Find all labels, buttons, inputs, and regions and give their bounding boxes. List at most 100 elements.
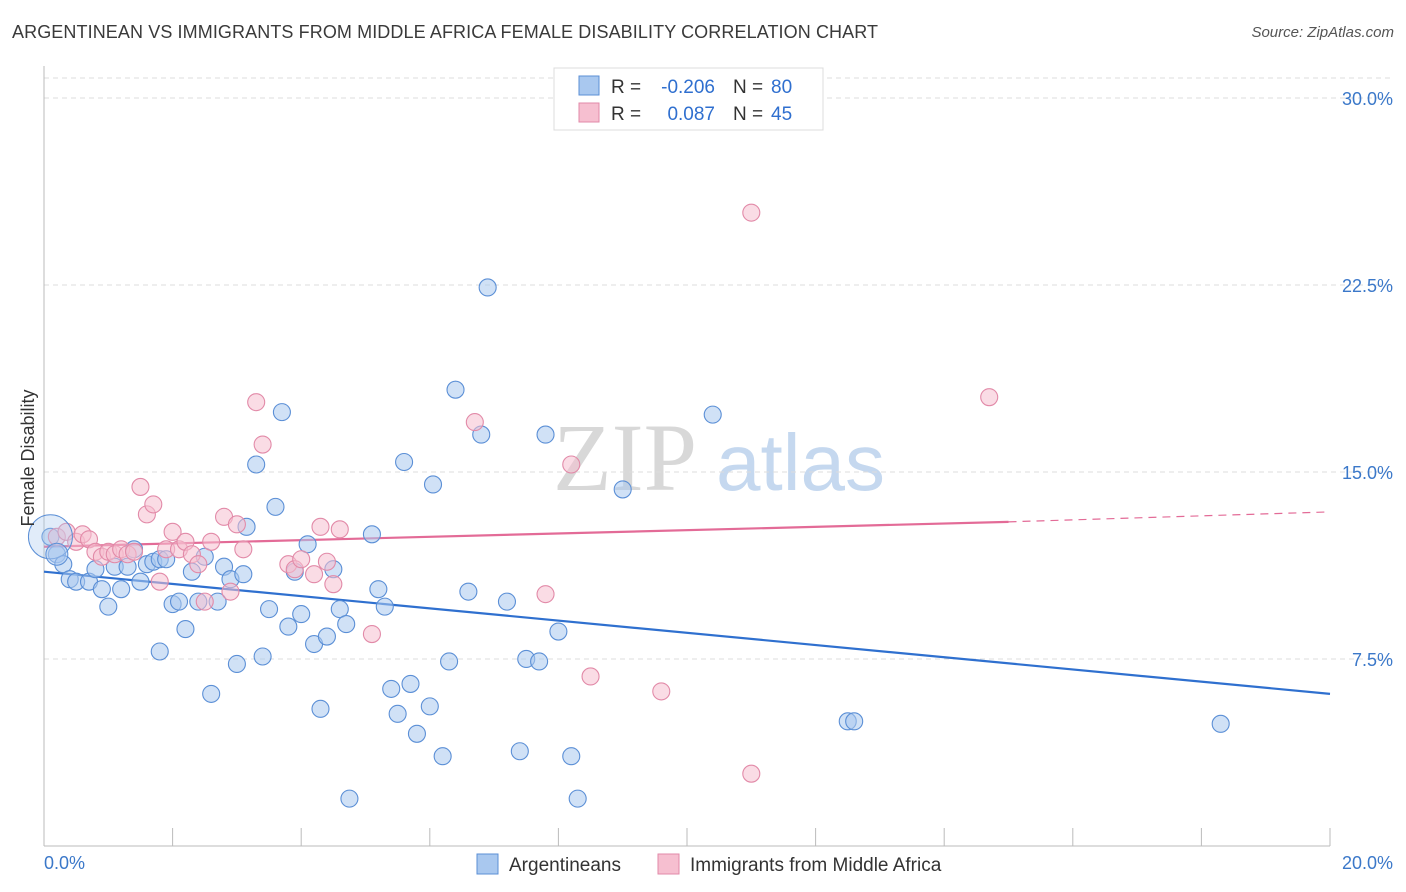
argentinean-point bbox=[433, 747, 452, 766]
middle-africa-point bbox=[124, 542, 144, 561]
watermark-atlas: atlas bbox=[716, 418, 885, 507]
argentinean-point bbox=[311, 699, 330, 718]
argentinean-point bbox=[298, 535, 317, 554]
argentinean-point bbox=[369, 580, 388, 599]
middle-africa-point bbox=[742, 203, 761, 222]
argentinean-point bbox=[202, 684, 221, 703]
argentinean-point bbox=[292, 605, 311, 624]
argentinean-point bbox=[845, 712, 864, 731]
y-axis-label: Female Disability bbox=[18, 389, 38, 526]
middle-africa-point bbox=[227, 515, 246, 534]
argentinean-point bbox=[407, 724, 426, 743]
middle-africa-point bbox=[562, 455, 581, 474]
bottom-legend-label-middle-africa: Immigrants from Middle Africa bbox=[690, 855, 942, 876]
legend-swatch-middle-africa bbox=[578, 102, 600, 123]
middle-africa-point bbox=[742, 764, 761, 783]
middle-africa-point bbox=[362, 625, 381, 644]
legend: R = -0.206 N = 80 R = 0.087 N = 45 bbox=[553, 67, 824, 131]
middle-africa-point bbox=[292, 550, 311, 569]
argentinean-point bbox=[510, 742, 529, 761]
argentinean-point bbox=[401, 674, 420, 693]
argentinean-point bbox=[92, 580, 111, 599]
x-tick-label: 0.0% bbox=[44, 853, 85, 873]
y-tick-label: 30.0% bbox=[1342, 89, 1393, 109]
legend-r-label-2: R = bbox=[611, 104, 641, 125]
argentinean-point bbox=[382, 679, 401, 698]
argentinean-point bbox=[247, 455, 266, 474]
argentinean-point bbox=[568, 789, 587, 808]
argentinean-point bbox=[317, 627, 336, 646]
argentinean-point bbox=[613, 480, 632, 499]
argentinean-point bbox=[530, 652, 549, 671]
middle-africa-point bbox=[247, 393, 266, 412]
middle-africa-point bbox=[131, 477, 150, 496]
chart-title: ARGENTINEAN VS IMMIGRANTS FROM MIDDLE AF… bbox=[12, 22, 879, 42]
argentinean-point bbox=[112, 580, 131, 599]
bottom-legend-label-argentineans: Argentineans bbox=[509, 855, 621, 876]
argentinean-point bbox=[330, 600, 349, 619]
argentinean-point bbox=[395, 452, 414, 472]
bottom-legend-swatch-middle-africa bbox=[657, 853, 680, 875]
legend-r-value-1: -0.206 bbox=[661, 77, 715, 98]
argentinean-point bbox=[150, 642, 169, 661]
x-tick-label: 20.0% bbox=[1342, 853, 1393, 873]
middle-africa-point bbox=[150, 572, 169, 591]
argentinean-point bbox=[1211, 714, 1230, 733]
source-label: Source: ZipAtlas.com bbox=[1251, 24, 1394, 41]
middle-africa-point bbox=[311, 517, 330, 536]
middle-africa-point bbox=[221, 582, 240, 601]
legend-r-label-1: R = bbox=[611, 77, 641, 98]
middle-africa-point bbox=[317, 552, 336, 571]
argentinean-point bbox=[420, 697, 439, 716]
argentinean-point bbox=[279, 617, 298, 636]
argentinean-point bbox=[536, 425, 555, 444]
middle-africa-point bbox=[652, 682, 671, 701]
argentinean-point bbox=[337, 615, 356, 634]
tick-labels: 7.5% 15.0% 22.5% 30.0% 0.0% 20.0% bbox=[44, 89, 1393, 873]
argentinean-point bbox=[562, 747, 581, 766]
data-points bbox=[27, 203, 1230, 808]
argentinean-point bbox=[478, 278, 497, 297]
legend-n-label-2: N = bbox=[733, 104, 763, 125]
axes bbox=[43, 66, 1331, 847]
argentinean-point bbox=[45, 542, 69, 566]
argentinean-point bbox=[176, 620, 195, 639]
middle-africa-point bbox=[465, 413, 484, 432]
y-tick-label: 7.5% bbox=[1352, 650, 1393, 670]
argentinean-point bbox=[446, 380, 465, 399]
argentinean-point bbox=[423, 475, 443, 494]
argentinean-point bbox=[266, 497, 285, 516]
middle-africa-point bbox=[536, 585, 555, 604]
middle-africa-point bbox=[324, 575, 343, 594]
legend-n-value-2: 45 bbox=[771, 104, 792, 125]
middle-africa-trend-extension bbox=[1008, 511, 1331, 523]
middle-africa-point bbox=[144, 495, 163, 514]
argentinean-point bbox=[375, 597, 394, 616]
legend-n-label-1: N = bbox=[733, 77, 763, 98]
middle-africa-point bbox=[980, 388, 999, 407]
bottom-legend: Argentineans Immigrants from Middle Afri… bbox=[476, 853, 942, 876]
middle-africa-point bbox=[163, 522, 182, 541]
middle-africa-point bbox=[234, 540, 253, 559]
middle-africa-point bbox=[305, 565, 324, 584]
argentinean-point bbox=[227, 654, 246, 674]
argentinean-point bbox=[259, 600, 279, 619]
argentinean-point bbox=[440, 652, 459, 671]
argentinean-point bbox=[169, 592, 189, 611]
legend-n-value-1: 80 bbox=[771, 77, 792, 98]
argentinean-point bbox=[459, 582, 478, 601]
argentinean-point bbox=[253, 647, 272, 666]
argentinean-point bbox=[272, 403, 291, 422]
argentinean-point bbox=[99, 597, 118, 616]
middle-africa-point bbox=[330, 520, 349, 539]
argentinean-point bbox=[549, 622, 568, 641]
legend-swatch-argentineans bbox=[578, 75, 600, 96]
argentinean-point bbox=[340, 789, 359, 808]
argentinean-point bbox=[362, 525, 381, 544]
middle-africa-point bbox=[581, 667, 600, 686]
argentinean-point bbox=[234, 565, 253, 584]
argentinean-trend-line bbox=[43, 570, 1331, 695]
argentinean-point bbox=[703, 405, 722, 424]
bottom-legend-swatch-argentineans bbox=[476, 853, 499, 875]
